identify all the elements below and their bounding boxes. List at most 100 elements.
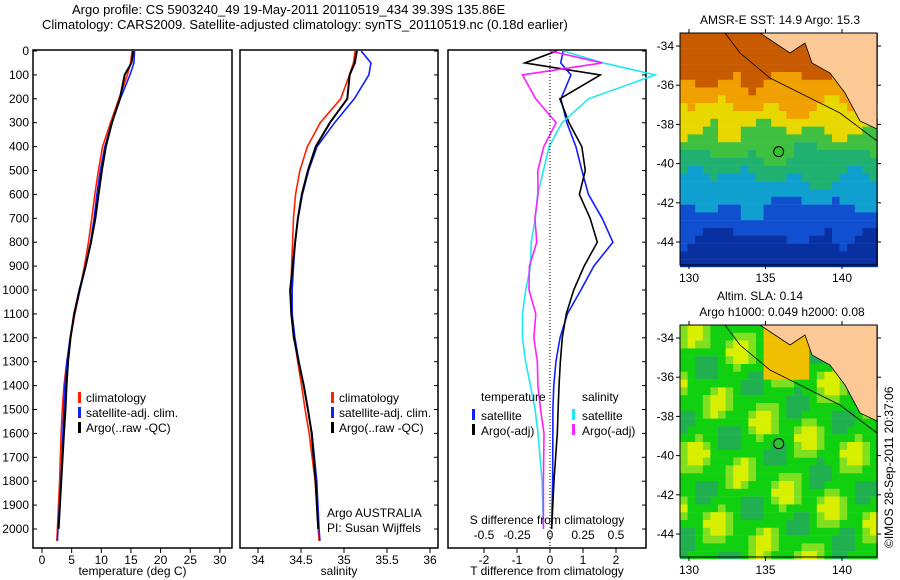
- map-cell: [832, 434, 840, 443]
- map-cell: [680, 527, 688, 536]
- map-cell: [794, 520, 802, 528]
- map-cell: [824, 220, 833, 229]
- map-cell: [695, 379, 704, 388]
- map-cell: [824, 72, 833, 80]
- map-cell: [778, 535, 787, 544]
- map-cell: [733, 457, 742, 466]
- map-cell: [695, 204, 704, 213]
- sst-map-cells: [680, 33, 878, 268]
- map-cell: [870, 473, 878, 482]
- map-cell: [702, 364, 711, 372]
- map-cell: [733, 212, 742, 221]
- map-cell: [854, 189, 863, 197]
- map-cell: [801, 142, 810, 151]
- map-cell: [748, 504, 757, 513]
- x2-tick-label: -0.25: [503, 528, 531, 542]
- y-tick-label: 1200: [2, 331, 29, 345]
- map-cell: [771, 72, 780, 80]
- legend-label: satellite: [481, 409, 522, 423]
- map-cell: [801, 371, 810, 380]
- map-cell: [763, 473, 772, 482]
- series-line-argo-raw-qc-: [289, 50, 358, 530]
- map-cell: [725, 243, 734, 252]
- map-cell: [771, 340, 780, 349]
- map-cell: [786, 204, 795, 213]
- x2-axis-label: S difference from climatology: [470, 513, 625, 527]
- map-cell: [718, 142, 726, 151]
- map-cell: [725, 371, 734, 380]
- map-cell: [718, 126, 726, 135]
- map-cell: [763, 40, 772, 49]
- map-cell: [809, 512, 818, 521]
- map-cell: [702, 379, 711, 388]
- map-cell: [680, 496, 688, 505]
- map-cell: [854, 228, 863, 236]
- map-cell: [870, 527, 878, 536]
- map-cell: [718, 157, 726, 166]
- map-cell: [725, 426, 734, 435]
- map-cell: [695, 103, 704, 112]
- map-cell: [771, 371, 780, 380]
- map-cell: [702, 543, 711, 552]
- map-cell: [748, 48, 757, 57]
- series-line-temperature-satellite: [550, 50, 614, 530]
- map-cell: [786, 348, 795, 357]
- map-cell: [778, 348, 787, 357]
- map-cell: [839, 189, 848, 197]
- map-cell: [847, 457, 856, 466]
- x-tick-label: 34: [251, 553, 265, 567]
- map-cell: [809, 228, 818, 236]
- map-cell: [778, 418, 787, 427]
- map-cell: [680, 551, 688, 560]
- map-cell: [687, 535, 696, 544]
- map-cell: [740, 157, 749, 166]
- map-cell: [862, 449, 871, 458]
- map-cell: [740, 228, 749, 236]
- map-cell: [870, 442, 878, 450]
- map-cell: [687, 40, 696, 49]
- map-cell: [680, 364, 688, 372]
- map-cell: [801, 449, 810, 458]
- map-cell: [687, 403, 696, 411]
- map-cell: [778, 512, 787, 521]
- map-cell: [816, 535, 825, 544]
- map-cell: [809, 481, 818, 489]
- map-cell: [725, 325, 734, 333]
- map-cell: [680, 481, 688, 489]
- map-cell: [771, 543, 780, 552]
- map-cell: [695, 395, 704, 404]
- map-cell: [733, 449, 742, 458]
- map-cell: [854, 142, 863, 151]
- y-tick-label: 1800: [2, 474, 29, 488]
- map-cell: [763, 56, 772, 65]
- map-cell: [816, 150, 825, 158]
- map-cell: [801, 126, 810, 135]
- figure-title-line1: Argo profile: CS 5903240_49 19-May-2011 …: [72, 2, 506, 17]
- map-cell: [687, 220, 696, 229]
- map-cell: [756, 387, 764, 396]
- map-cell: [680, 157, 688, 166]
- map-cell: [816, 87, 825, 96]
- map-cell: [847, 150, 856, 158]
- map-cell: [794, 418, 802, 427]
- map-cell: [763, 196, 772, 205]
- map-cell: [718, 72, 726, 80]
- map-cell: [847, 181, 856, 190]
- map-cell: [718, 496, 726, 505]
- map-cell: [718, 165, 726, 174]
- annotation-text: PI: Susan Wijffels: [327, 521, 421, 535]
- map-cell: [824, 543, 833, 552]
- map-cell: [839, 496, 848, 505]
- map-cell: [809, 403, 818, 411]
- map-cell: [854, 504, 863, 513]
- map-cell: [733, 228, 742, 236]
- map-cell: [786, 426, 795, 435]
- map-cell: [695, 520, 704, 528]
- map-cell: [847, 220, 856, 229]
- x-tick-label: 5: [68, 553, 75, 567]
- map-cell: [870, 504, 878, 513]
- map-cell: [740, 48, 749, 57]
- map-cell: [763, 48, 772, 57]
- y-tick-label: 300: [9, 116, 29, 130]
- map-cell: [786, 243, 795, 252]
